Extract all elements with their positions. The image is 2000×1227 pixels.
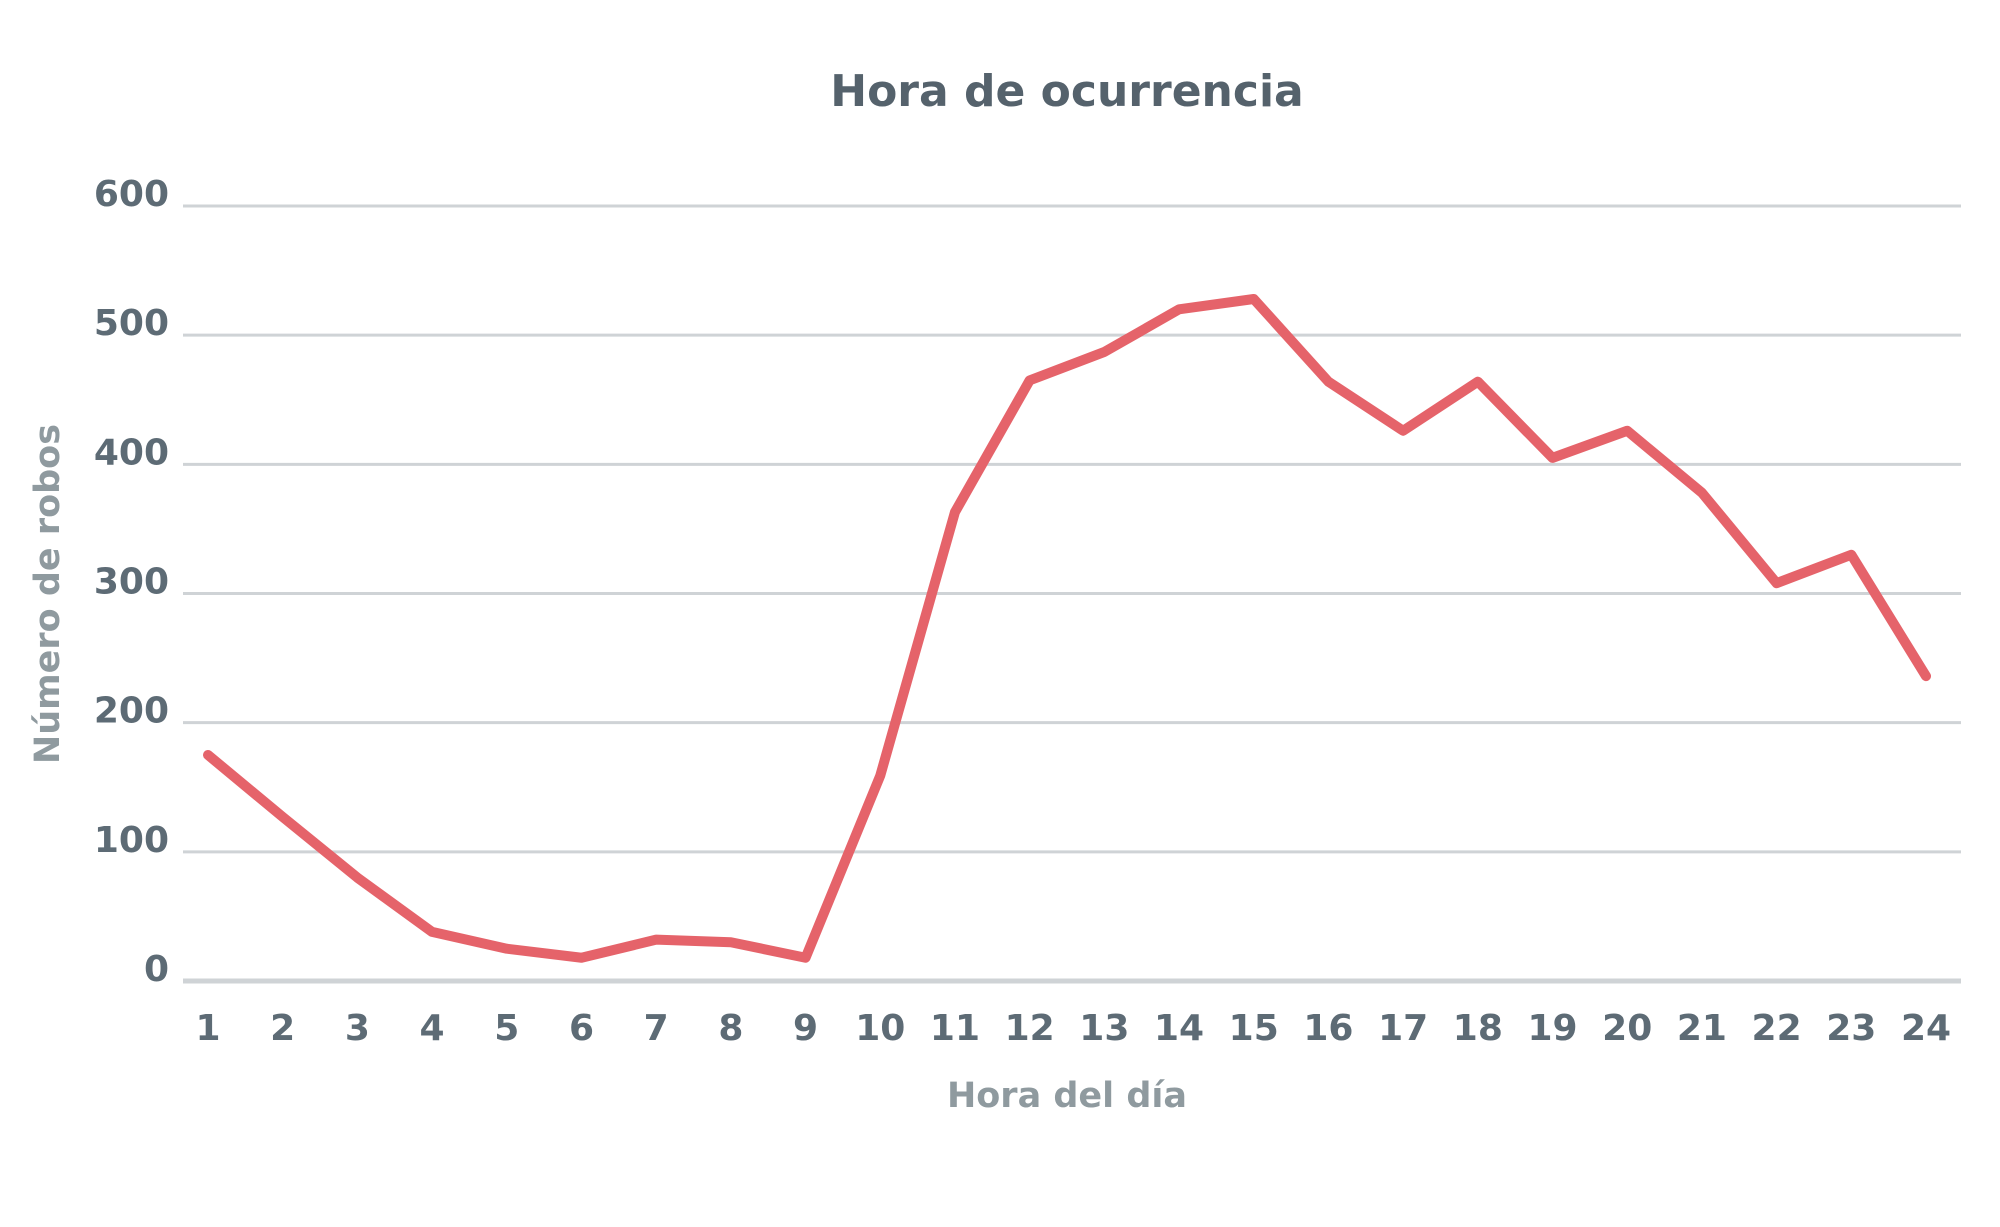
x-tick-label: 9 (793, 1008, 818, 1049)
x-tick-label: 13 (1079, 1008, 1129, 1049)
x-tick-label: 18 (1453, 1008, 1503, 1049)
y-tick-label: 500 (94, 303, 169, 344)
y-tick-label: 300 (94, 562, 169, 603)
x-tick-label: 10 (855, 1008, 905, 1049)
x-tick-label: 24 (1901, 1008, 1951, 1049)
y-tick-label: 600 (94, 174, 169, 215)
y-tick-label: 0 (144, 949, 169, 990)
x-tick-label: 16 (1303, 1008, 1353, 1049)
x-tick-label: 22 (1752, 1008, 1802, 1049)
x-tick-label: 8 (718, 1008, 743, 1049)
x-tick-label: 2 (270, 1008, 295, 1049)
data-line (203, 294, 1931, 963)
y-tick-label: 400 (94, 432, 169, 473)
x-tick-label: 23 (1826, 1008, 1876, 1049)
x-tick-label: 14 (1154, 1008, 1204, 1049)
x-axis-title: Hora del día (947, 1076, 1187, 1116)
x-tick-label: 17 (1378, 1008, 1428, 1049)
x-tick-label: 7 (644, 1008, 669, 1049)
x-tick-label: 19 (1527, 1008, 1577, 1049)
x-tick-label: 5 (494, 1008, 519, 1049)
x-tick-label: 12 (1005, 1008, 1055, 1049)
x-tick-label: 6 (569, 1008, 594, 1049)
y-tick-label: 100 (94, 820, 169, 861)
x-tick-label: 3 (345, 1008, 370, 1049)
chart-title: Hora de ocurrencia (830, 66, 1303, 117)
x-tick-label: 11 (930, 1008, 980, 1049)
y-axis-title: Número de robos (28, 424, 68, 764)
x-tick-label: 4 (420, 1008, 445, 1049)
y-tick-label: 200 (94, 691, 169, 732)
x-tick-label: 20 (1602, 1008, 1652, 1049)
x-tick-label: 15 (1229, 1008, 1279, 1049)
x-tick-label: 1 (195, 1008, 220, 1049)
x-tick-label: 21 (1677, 1008, 1727, 1049)
